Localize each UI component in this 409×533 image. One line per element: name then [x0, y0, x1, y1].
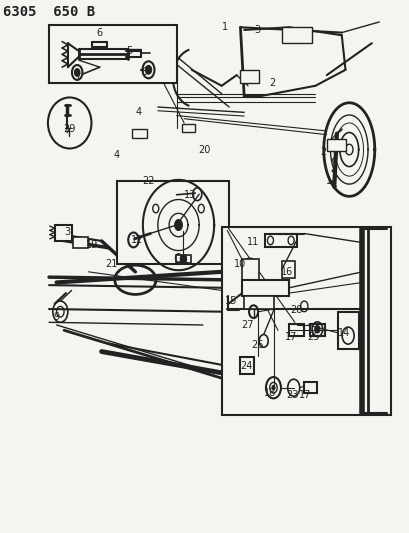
- Bar: [303, 382, 317, 393]
- Text: 11: 11: [247, 237, 259, 247]
- Text: 21: 21: [105, 259, 117, 269]
- Bar: [242, 280, 288, 296]
- Text: 1: 1: [325, 176, 331, 187]
- Text: 1: 1: [222, 22, 228, 33]
- Text: 18: 18: [264, 388, 276, 398]
- Text: 17: 17: [284, 332, 297, 342]
- Circle shape: [271, 385, 274, 390]
- Text: 12: 12: [131, 235, 143, 245]
- Text: 10: 10: [233, 259, 245, 269]
- Text: 3: 3: [65, 227, 71, 237]
- Circle shape: [314, 326, 319, 333]
- Text: 9: 9: [53, 312, 59, 322]
- Text: 17: 17: [298, 390, 310, 400]
- Text: 26: 26: [251, 340, 263, 350]
- Bar: [264, 233, 296, 247]
- Circle shape: [145, 66, 151, 74]
- Text: 16: 16: [281, 267, 293, 277]
- Bar: [281, 261, 294, 278]
- Bar: [54, 225, 72, 241]
- Bar: [131, 130, 146, 138]
- Circle shape: [74, 69, 80, 76]
- Text: 28: 28: [290, 305, 302, 315]
- Bar: [288, 324, 303, 336]
- Text: 7: 7: [74, 73, 80, 83]
- Bar: [244, 296, 274, 309]
- Text: 4: 4: [113, 150, 119, 160]
- Bar: [73, 237, 88, 248]
- Circle shape: [174, 220, 182, 230]
- Text: 15: 15: [224, 296, 237, 306]
- Text: 2: 2: [269, 78, 275, 88]
- Text: 6: 6: [97, 28, 103, 38]
- Bar: [239, 357, 253, 374]
- Bar: [337, 312, 358, 349]
- Bar: [175, 255, 191, 263]
- Text: 22: 22: [142, 176, 154, 187]
- Text: 5: 5: [126, 46, 133, 56]
- Bar: [221, 227, 390, 415]
- Text: 25: 25: [307, 332, 319, 342]
- Text: 2: 2: [319, 147, 325, 157]
- Bar: [49, 25, 176, 83]
- Bar: [281, 27, 311, 43]
- Circle shape: [180, 255, 186, 263]
- Text: 20: 20: [198, 144, 211, 155]
- Text: 8: 8: [142, 68, 148, 77]
- Bar: [182, 124, 195, 132]
- Text: 6305  650 B: 6305 650 B: [3, 5, 95, 19]
- Text: 1: 1: [182, 255, 189, 265]
- Bar: [309, 324, 324, 336]
- Bar: [242, 259, 258, 282]
- Text: 3: 3: [254, 25, 260, 35]
- Bar: [326, 139, 345, 151]
- Text: 23: 23: [285, 390, 298, 400]
- Text: 13: 13: [183, 190, 196, 200]
- Text: 27: 27: [241, 320, 254, 330]
- Bar: [116, 181, 229, 264]
- Text: 19: 19: [86, 240, 98, 250]
- Text: 4: 4: [136, 107, 142, 117]
- Bar: [240, 70, 258, 83]
- Text: 24: 24: [239, 361, 252, 372]
- Text: 29: 29: [63, 124, 75, 134]
- Text: 14: 14: [337, 328, 349, 338]
